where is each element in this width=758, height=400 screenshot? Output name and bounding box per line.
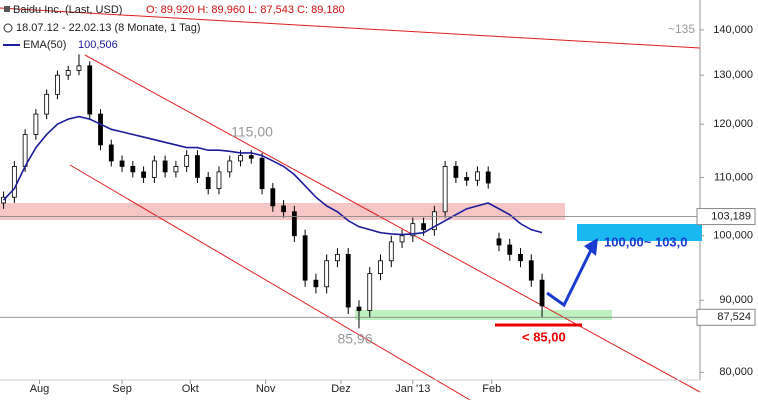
candle-body	[410, 223, 416, 237]
legend-value: 100,506	[78, 39, 118, 51]
candle-body	[130, 166, 136, 173]
chart-title: Baidu Inc. (Last, USD)	[13, 4, 122, 16]
candle-body	[496, 238, 502, 246]
candle-body	[475, 171, 480, 181]
clock-icon	[3, 23, 13, 33]
arrow	[546, 247, 594, 308]
period: 18.07.12 - 22.02.13 (8 Monate, 1 Tag)	[16, 22, 200, 34]
quote: O: 89,920 H: 89,960 L: 87,543 C: 89,180	[146, 4, 345, 16]
arrow-head	[584, 238, 598, 256]
candle-body	[335, 253, 340, 262]
candle-body	[453, 166, 459, 178]
x-tick-label: Feb	[482, 383, 501, 395]
candle-body	[442, 166, 448, 213]
candle-body	[98, 113, 103, 146]
x-tick-label: Aug	[30, 383, 50, 395]
candle-body	[44, 93, 50, 115]
price-marker-label: 87,524	[717, 311, 751, 323]
candle-body	[238, 155, 243, 162]
candle-body	[33, 113, 39, 135]
candle-body	[313, 279, 319, 288]
price-marker-label: 103,189	[711, 210, 751, 222]
trend-line	[69, 164, 471, 400]
candle-body	[324, 260, 330, 288]
annotation: ~135	[668, 22, 695, 36]
candle-body	[518, 253, 523, 262]
candle-body	[485, 171, 491, 184]
x-tick-label: Dez	[331, 383, 351, 395]
x-tick-label: Jan '13	[395, 383, 430, 395]
candle-body	[539, 279, 545, 307]
price-marker-box	[696, 308, 756, 326]
candle-body	[259, 157, 265, 190]
candle-body	[378, 260, 383, 275]
candle-body	[421, 223, 426, 231]
candle-body	[431, 211, 437, 231]
candle-body	[76, 65, 82, 71]
y-tick-label: 140,000	[713, 24, 753, 36]
candle-body	[22, 134, 28, 167]
trend-line	[84, 54, 701, 393]
candle-body	[184, 155, 190, 167]
target-box	[577, 224, 702, 241]
candle-body	[216, 171, 222, 190]
candle-body	[195, 155, 200, 178]
y-tick-label: 110,000	[714, 171, 753, 183]
candle-body	[151, 160, 157, 178]
candle-body	[270, 188, 276, 207]
series-icon	[4, 6, 10, 12]
support-zone	[355, 310, 612, 320]
y-tick-label: 90,000	[719, 294, 753, 306]
candle-body	[141, 171, 146, 178]
candle-body	[65, 70, 71, 76]
candle-body	[302, 235, 308, 281]
candle-body	[507, 244, 513, 255]
candle-body	[291, 211, 297, 237]
candle-body	[119, 160, 125, 167]
candle-body	[388, 241, 394, 262]
candle-body	[108, 144, 114, 162]
candle-body	[55, 74, 60, 95]
x-tick-label: Okt	[182, 383, 199, 395]
price-marker-box	[696, 208, 756, 226]
y-tick-label: 100,000	[713, 230, 753, 242]
candle-body	[345, 253, 351, 308]
candle-body	[11, 166, 17, 198]
y-tick-label: 130,000	[713, 69, 753, 81]
candle-body	[399, 235, 405, 243]
x-tick-label: Sep	[112, 383, 132, 395]
annotation: 115,00	[231, 124, 273, 140]
candle-body	[87, 65, 93, 115]
candle-body	[162, 160, 168, 173]
candle-body	[356, 306, 362, 311]
trend-line	[0, 7, 701, 49]
annotation: 100,00~ 103,0	[604, 234, 688, 249]
y-tick-label: 120,000	[713, 118, 753, 130]
annotation: 85,96	[337, 331, 372, 347]
candle-body	[205, 177, 211, 190]
legend-label: EMA(50)	[23, 39, 66, 51]
y-tick-label: 80,000	[719, 366, 753, 378]
candle-body	[248, 155, 254, 159]
annotation: < 85,00	[522, 329, 566, 344]
x-tick-label: Nov	[256, 383, 276, 395]
candle-body	[1, 196, 6, 204]
candle-body	[367, 273, 373, 311]
candle-body	[528, 260, 534, 281]
candle-body	[281, 205, 286, 213]
candle-body	[227, 160, 233, 173]
candle-body	[464, 177, 470, 181]
candle-body	[173, 166, 179, 173]
